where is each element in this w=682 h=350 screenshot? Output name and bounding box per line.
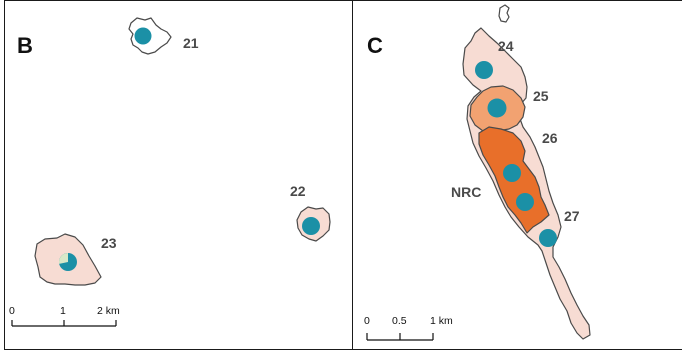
- scale-c-tick-1: 0.5: [392, 315, 407, 327]
- map-b-canvas: B 21 22 23 0 1 2 km: [9, 17, 331, 327]
- marker-region-21: [134, 27, 152, 45]
- label-region-24: 24: [498, 38, 514, 54]
- scale-c-tick-2: 1 km: [430, 315, 453, 327]
- scale-c-tick-0: 0: [364, 315, 370, 327]
- label-region-22: 22: [290, 183, 306, 199]
- marker-region-22: [302, 217, 320, 235]
- label-region-26: 26: [542, 130, 558, 146]
- marker-region-27: [539, 229, 557, 247]
- panel-b-letter: B: [17, 33, 33, 58]
- marker-nrc: [503, 164, 521, 182]
- label-region-27: 27: [564, 208, 580, 224]
- marker-region-23-slice: [58, 253, 68, 264]
- label-region-21: 21: [183, 35, 199, 51]
- map-panel-b: B 21 22 23 0 1 2 km: [4, 0, 354, 350]
- scale-b-tick-1: 1: [60, 305, 66, 317]
- scale-b-tick-2: 2 km: [97, 305, 120, 317]
- marker-region-25: [487, 98, 507, 118]
- label-nrc: NRC: [451, 184, 481, 200]
- label-region-23: 23: [101, 235, 117, 251]
- map-panel-c: C 24 25 26 NRC 27 0 0.5 1 km: [352, 0, 682, 350]
- region-21-outline: [128, 17, 172, 55]
- scale-bar-c: 0 0.5 1 km: [364, 315, 453, 341]
- small-outline-top: [498, 4, 510, 23]
- panel-c-letter: C: [367, 33, 383, 58]
- map-c-canvas: C 24 25 26 NRC 27 0 0.5 1 km: [364, 4, 591, 341]
- scale-b-tick-0: 0: [9, 305, 15, 317]
- label-region-25: 25: [533, 88, 549, 104]
- marker-region-24: [475, 61, 493, 79]
- marker-region-26: [516, 193, 534, 211]
- scale-bar-b: 0 1 2 km: [9, 305, 120, 327]
